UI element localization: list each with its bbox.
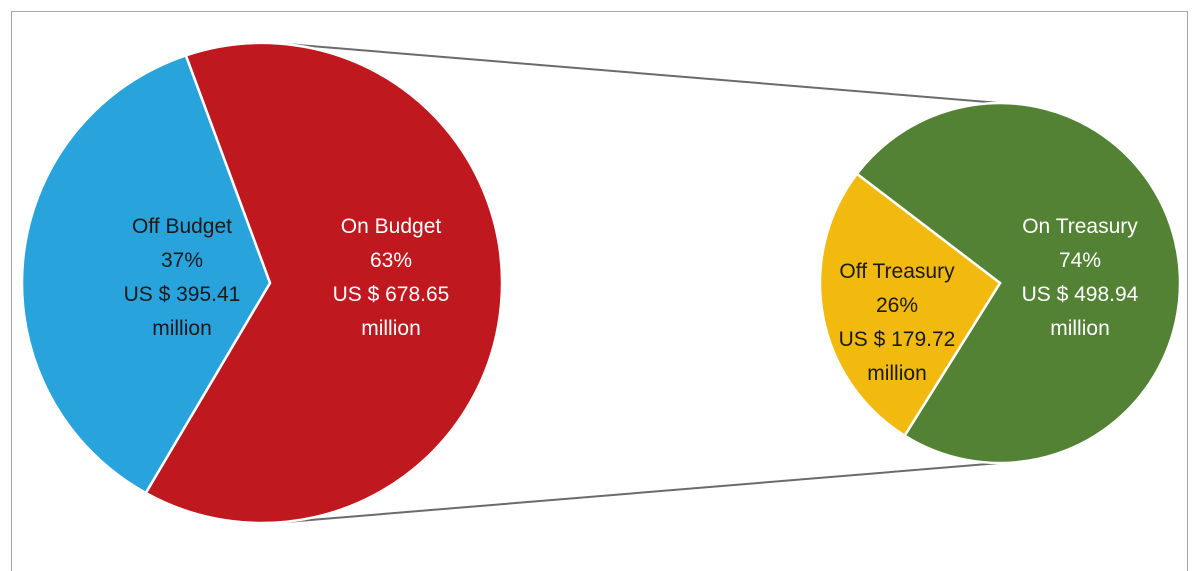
pie2-label-off-treasury: Off Treasury 26% US $ 179.72 million bbox=[839, 260, 956, 385]
connector-line-top bbox=[285, 43, 1013, 105]
pie2-label-on-treasury: On Treasury 74% US $ 498.94 million bbox=[1022, 215, 1139, 340]
chart-frame bbox=[11, 11, 1188, 571]
pie2-slice-off-treasury bbox=[818, 172, 1002, 438]
pie1-label-on-budget: On Budget 63% US $ 678.65 million bbox=[333, 215, 450, 340]
pie2-slice-on-treasury bbox=[855, 101, 1182, 465]
pie1-slice-on-budget bbox=[144, 41, 504, 525]
pie1-slice-off-budget bbox=[20, 53, 272, 495]
pie-of-pie-chart: Off Budget 37% US $ 395.41 million On Budget… bbox=[20, 41, 1182, 525]
pie1-label-off-budget: Off Budget 37% US $ 395.41 million bbox=[124, 215, 241, 340]
connector-line-bottom bbox=[285, 461, 1013, 523]
